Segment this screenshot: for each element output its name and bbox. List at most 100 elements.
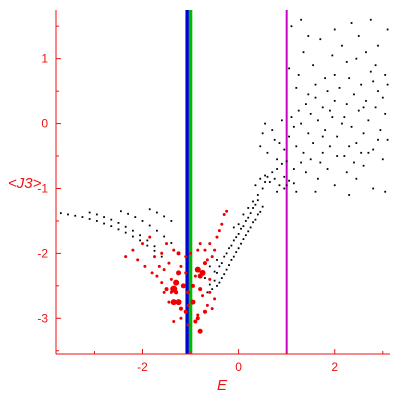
data-point-s1-26 — [201, 294, 205, 298]
data-point-s0-14 — [160, 255, 163, 258]
data-point-s0-187 — [326, 168, 329, 170]
data-point-s0-150 — [369, 70, 372, 73]
vertical-lines-layer — [185, 10, 288, 354]
data-point-s0-215 — [321, 135, 324, 138]
data-point-s0-97 — [254, 184, 257, 187]
data-point-s0-195 — [348, 194, 351, 196]
data-point-s0-53 — [247, 216, 250, 219]
data-point-s0-45 — [228, 247, 230, 250]
data-point-s1-9 — [176, 251, 181, 256]
data-point-s0-129 — [319, 161, 322, 164]
data-point-s0-192 — [314, 190, 317, 193]
data-point-s0-156 — [384, 112, 387, 115]
data-point-s0-100 — [268, 181, 271, 183]
data-point-s0-19 — [117, 221, 120, 224]
data-point-s0-136 — [336, 135, 339, 138]
data-point-s0-180 — [295, 86, 298, 89]
data-point-s1-19 — [193, 319, 198, 324]
data-point-s0-61 — [230, 258, 233, 261]
data-point-s0-62 — [235, 251, 238, 253]
data-point-s0-92 — [266, 175, 269, 178]
data-point-s0-37 — [170, 220, 173, 222]
y-tick-label: 0 — [41, 117, 48, 131]
data-point-s1-54 — [172, 320, 176, 324]
data-point-s0-132 — [326, 90, 329, 93]
data-point-s0-161 — [374, 64, 377, 67]
x-tick-label: 0 — [235, 360, 242, 374]
data-point-s0-118 — [292, 125, 295, 128]
data-point-s1-55 — [186, 303, 190, 307]
data-point-s0-98 — [259, 177, 262, 180]
data-point-s0-85 — [237, 223, 240, 226]
data-point-s0-175 — [333, 28, 336, 31]
data-point-s1-17 — [190, 299, 196, 305]
data-point-s0-111 — [273, 138, 276, 141]
data-point-s1-14 — [184, 271, 188, 275]
data-point-s0-22 — [139, 234, 142, 237]
data-point-s0-26 — [119, 210, 122, 213]
data-point-s0-124 — [307, 132, 310, 135]
data-point-s0-208 — [314, 83, 317, 86]
data-point-s0-117 — [290, 116, 293, 118]
data-point-s0-172 — [307, 35, 310, 37]
data-point-s0-108 — [264, 122, 266, 125]
data-point-s0-84 — [232, 226, 235, 229]
data-point-s0-77 — [206, 291, 209, 294]
data-point-s0-152 — [374, 106, 377, 109]
data-point-s1-34 — [208, 242, 212, 246]
data-point-s0-205 — [362, 106, 365, 109]
data-point-s0-204 — [343, 116, 346, 118]
data-point-s0-83 — [216, 258, 218, 261]
data-point-s0-159 — [355, 57, 358, 60]
data-point-s0-34 — [148, 208, 151, 211]
data-point-s0-130 — [321, 106, 324, 109]
data-point-s0-158 — [345, 61, 348, 63]
data-point-s0-114 — [280, 119, 283, 122]
data-point-s0-185 — [384, 190, 387, 193]
data-point-s0-66 — [254, 218, 257, 221]
data-point-s1-50 — [160, 251, 164, 255]
data-point-s0-102 — [278, 184, 281, 187]
data-point-s1-33 — [210, 255, 214, 259]
data-point-s1-51 — [170, 285, 178, 293]
data-point-s0-18 — [110, 218, 113, 221]
data-point-s1-57 — [196, 248, 200, 252]
data-point-s1-7 — [173, 279, 180, 286]
data-point-s0-131 — [324, 129, 327, 131]
data-point-s0-86 — [242, 213, 245, 216]
data-point-s0-21 — [131, 229, 134, 232]
data-point-s0-48 — [235, 236, 238, 239]
data-point-s1-40 — [225, 209, 229, 213]
data-point-s0-73 — [247, 230, 250, 233]
data-point-s0-163 — [319, 38, 322, 41]
data-point-s0-135 — [333, 99, 336, 102]
data-point-s1-48 — [136, 258, 140, 262]
y-tick-label: -1 — [37, 181, 48, 195]
data-point-s0-147 — [362, 132, 365, 135]
data-point-s0-200 — [367, 151, 370, 154]
data-point-s0-4 — [88, 218, 91, 220]
data-point-s1-16 — [189, 251, 193, 255]
data-point-s0-207 — [348, 145, 351, 148]
data-point-s0-193 — [285, 184, 288, 187]
data-point-s1-64 — [213, 297, 217, 301]
y-tick-label: 1 — [41, 52, 48, 66]
data-point-s0-133 — [329, 145, 331, 148]
data-point-s0-183 — [355, 177, 358, 180]
data-point-s1-70 — [167, 300, 171, 304]
data-point-s0-125 — [309, 112, 312, 115]
data-point-s0-57 — [256, 199, 259, 202]
data-point-s0-58 — [216, 284, 218, 287]
data-point-s0-164 — [331, 54, 334, 57]
data-point-s0-109 — [266, 151, 269, 154]
data-point-s0-52 — [244, 220, 247, 222]
data-point-s0-96 — [285, 160, 288, 163]
data-point-s0-7 — [110, 225, 113, 228]
data-point-s0-39 — [213, 279, 216, 282]
data-point-s0-15 — [88, 211, 91, 214]
data-point-s0-137 — [338, 86, 341, 89]
data-point-s0-35 — [156, 211, 158, 214]
x-tick-label: 2 — [331, 360, 338, 374]
data-point-s0-33 — [170, 242, 173, 244]
data-point-s0-42 — [220, 262, 223, 265]
